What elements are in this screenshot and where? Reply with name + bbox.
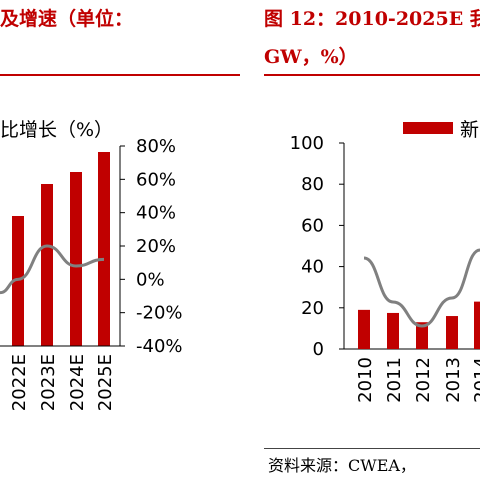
right-y-tick-label: 80: [301, 174, 324, 195]
left-y2-tick-label: 80%: [136, 136, 176, 157]
right-bar-2014: [474, 301, 480, 349]
left-x-tick-label: 2025E: [95, 354, 116, 411]
left-bar-2022E: [12, 216, 24, 346]
left-growth-line: [0, 244, 105, 295]
right-chart: 新 100 80 60 40 20 0 2010 2011 2012 2013 2014: [290, 119, 480, 403]
right-x-tick-label: 2010: [355, 357, 376, 403]
left-y2-tick-label: -20%: [136, 303, 183, 324]
left-x-tick-label: 2023E: [38, 354, 59, 411]
left-y2-tick-label: 0%: [136, 269, 165, 290]
left-legend-label: 比增长（%）: [0, 119, 113, 141]
right-x-tick-label: 2013: [443, 357, 464, 403]
right-x-tick-label: 2014: [471, 357, 480, 403]
right-legend-swatch: [403, 122, 453, 134]
right-y-tick-label: 40: [301, 257, 324, 278]
right-growth-line: [363, 248, 480, 328]
right-bar-2010: [358, 309, 370, 349]
right-bar-2011: [387, 312, 399, 349]
left-y2-tick-label: 20%: [136, 236, 176, 257]
right-chart-title-line1: 图 12：2010-2025E 我: [264, 8, 480, 30]
right-y-tick-label: 0: [313, 339, 324, 360]
left-x-tick-label: 2022E: [9, 354, 30, 411]
right-y-tick-label: 60: [301, 215, 324, 236]
right-title-rule: [264, 74, 480, 76]
left-x-tick-label: 2024E: [67, 354, 88, 411]
right-bar-2013: [446, 316, 458, 349]
right-legend-label: 新: [460, 119, 479, 141]
right-x-tick-label: 2012: [413, 357, 434, 403]
left-bar-2023E: [41, 184, 53, 346]
left-chart: 比增长（%） 80% 60% 40% 20% 0% -20% -40% 2022E 2023E 20…: [0, 119, 183, 411]
right-y-tick-label: 100: [290, 133, 324, 154]
right-y-tick-label: 20: [301, 298, 324, 319]
source-note: 资料来源：CWEA，: [268, 456, 416, 475]
left-title-rule: [0, 74, 240, 76]
right-chart-title-line2: GW，%）: [264, 46, 358, 68]
left-bar-2025E: [98, 152, 110, 346]
right-bar-2012: [416, 322, 428, 349]
left-y2-tick-label: 40%: [136, 203, 176, 224]
right-x-tick-label: 2011: [384, 357, 405, 403]
left-bar-2024E: [70, 172, 82, 346]
left-chart-title: 及增速（单位：: [0, 8, 134, 30]
left-y2-tick-label: 60%: [136, 169, 176, 190]
source-rule: [264, 448, 480, 449]
left-y2-tick-label: -40%: [136, 336, 183, 357]
